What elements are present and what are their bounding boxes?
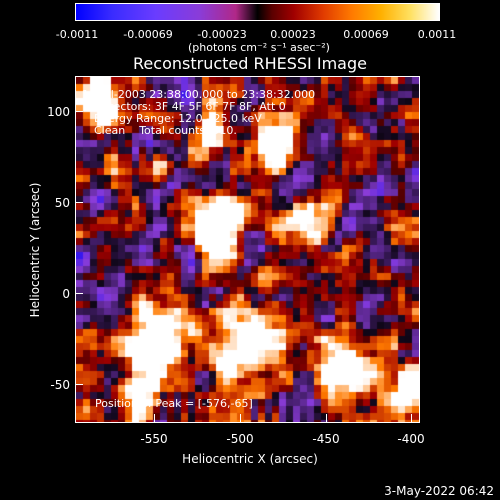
- info-detectors: Detectors: 3F 4F 5F 6F 7F 8F, Att 0: [94, 100, 286, 113]
- x-axis-title: Heliocentric X (arcsec): [182, 452, 318, 466]
- colorbar-tick: -0.0011: [55, 28, 99, 41]
- info-clean-counts: Clean Total counts: 510.: [94, 124, 237, 137]
- x-tick-mark: [154, 414, 155, 422]
- x-tick-label: -400: [397, 432, 425, 446]
- y-tick-label: 100: [47, 105, 70, 119]
- info-energy-range: Energy Range: 12.0 - 25.0 keV: [94, 112, 262, 125]
- colorbar-tick: -0.00023: [197, 28, 247, 41]
- colorbar-tick: -0.00069: [123, 28, 173, 41]
- y-tick-label: 0: [62, 287, 70, 301]
- y-tick-label: 50: [54, 196, 70, 210]
- x-tick-label: -550: [140, 432, 168, 446]
- info-time-range: 14-Jul-2003 23:38:00.000 to 23:38:32.000: [82, 88, 316, 101]
- colorbar: [75, 3, 440, 21]
- x-tick-label: -450: [312, 432, 340, 446]
- colorbar-tick: 0.0011: [417, 28, 457, 41]
- x-tick-mark: [411, 414, 412, 422]
- rhessi-image: [75, 76, 420, 423]
- y-tick-mark: [75, 202, 83, 203]
- y-tick-mark: [75, 293, 83, 294]
- timestamp: 3-May-2022 06:42: [384, 484, 494, 498]
- image-heatmap: [76, 77, 419, 422]
- colorbar-tick: 0.00069: [343, 28, 389, 41]
- colorbar-units: (photons cm⁻² s⁻¹ asec⁻²): [188, 41, 330, 54]
- y-tick-mark: [75, 111, 83, 112]
- y-tick-mark: [75, 384, 83, 385]
- x-tick-mark: [326, 414, 327, 422]
- y-tick-label: -50: [50, 378, 70, 392]
- plot-title: Reconstructed RHESSI Image: [133, 54, 367, 73]
- x-tick-mark: [240, 414, 241, 422]
- x-tick-label: -500: [226, 432, 254, 446]
- colorbar-tick: 0.00023: [270, 28, 316, 41]
- info-peak-position: Position of Peak = [-576,-65]: [95, 397, 253, 410]
- y-axis-title: Heliocentric Y (arcsec): [28, 182, 42, 318]
